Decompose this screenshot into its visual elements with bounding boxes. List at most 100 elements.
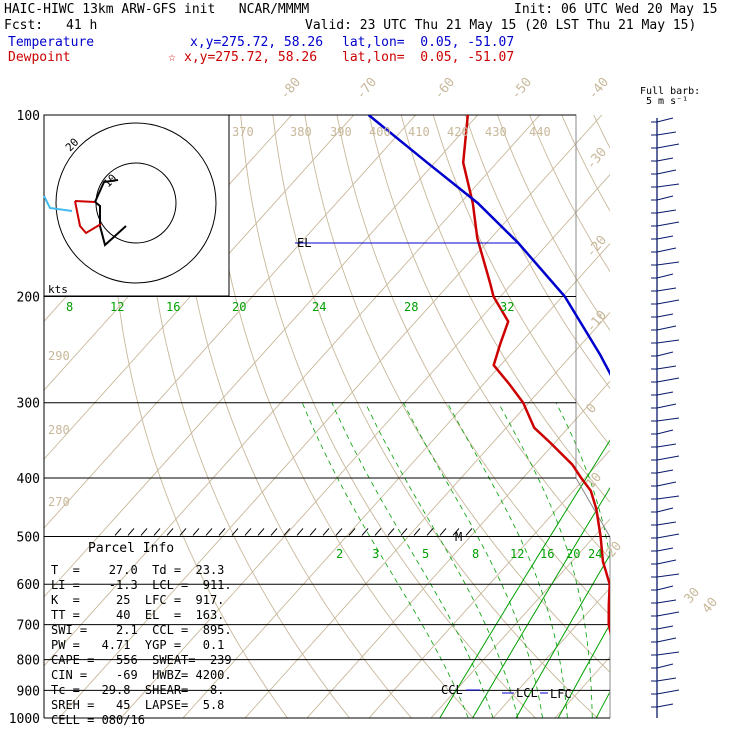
isotherm-line [182,242,610,718]
wind-barb-flag [656,495,680,500]
wind-barb-flag [656,417,680,422]
freezing-hatch [127,528,135,536]
isotherm-label: 30 [682,585,704,607]
hodograph-ring-outer [55,122,217,284]
pressure-label-700: 700 [17,619,40,634]
dewpoint-xy: x,y=275.72, 58.26 [184,50,318,65]
freezing-hatch [257,528,265,536]
wind-barb-flag [656,169,677,175]
wind-barb-flag [656,235,674,240]
wind-barb-flag [656,209,677,214]
freezing-hatch [426,528,434,536]
parcel-info-row: TT = 40 EL = 163. [51,608,225,622]
parcel-info-panel: T = 27.0 Td = 23.3 LI = -1.3 LCL = 911. K … [51,563,232,728]
isotherm-label: -50 [509,75,536,103]
wind-barb-flag [656,143,680,149]
wind-barb-flag [656,313,674,318]
parcel-info-row: Tc = 29.8 SHEAR= 8. [51,683,225,697]
wind-barb-flag [656,287,677,292]
wind-barb-flag [656,521,677,526]
pressure-label-500: 500 [17,530,40,545]
mixing-ratio-line [624,297,740,719]
el-label: EL [297,236,311,250]
wind-barb-flag [656,391,674,396]
wind-barb-flag [656,117,674,123]
theta-label: 290 [48,349,70,363]
freezing-hatch [153,528,161,536]
wind-barb-flag [656,663,674,669]
temperature-xy: x,y=275.72, 58.26 [190,35,324,50]
mixing-ratio-line [595,690,610,718]
mixing-ratio-label: 24 [312,300,326,314]
isotherm-line [44,115,355,460]
wind-barb-flag [656,131,677,136]
wind-barb-flag [656,261,680,266]
freezing-hatch [439,528,447,536]
parcel-info-row: CAPE = 556 SWEAT= 239 [51,653,232,667]
theta-label: 440 [529,125,551,139]
wind-barb-flag [656,377,680,383]
parcel-info-row: PW = 4.71 YGP = 0.1 [51,638,225,652]
hodograph-trace-mid [74,200,96,203]
pressure-label-100: 100 [17,109,40,124]
freezing-hatch [270,528,278,536]
wind-barb-flag [656,183,680,188]
theta-label: 270 [48,495,70,509]
dry-adiabat [561,115,610,212]
wind-barb-flag [656,637,677,643]
parcel-info-row: K = 25 LFC = 917. [51,593,225,607]
isotherm-label: -10 [584,308,611,336]
freezing-hatch [335,528,343,536]
dry-adiabat [464,115,610,389]
freezing-hatch [400,528,408,536]
wind-barb-flag [656,611,680,617]
mixing-ratio-line [681,297,740,719]
wind-barb-flag [656,299,680,305]
parcel-info-row: T = 27.0 Td = 23.3 [51,563,225,577]
moist-adiabat [364,402,519,718]
freezing-hatch [452,528,460,536]
wind-barb-flag [656,221,680,227]
dry-adiabat [336,115,610,616]
parcel-info-row: CELL = 080/16 [51,713,145,727]
freezing-hatch [413,528,421,536]
freezing-hatch [465,528,473,536]
init-time: Init: 06 UTC Wed 20 May 15 [514,2,718,17]
isotherm-line [430,518,610,718]
wind-barb-flag [656,273,674,279]
freezing-hatch [179,528,187,536]
isotherm-label: -60 [432,75,459,103]
pressure-label-1000: 1000 [9,712,40,727]
dry-adiabat [176,115,413,718]
wind-barb-flag [656,507,674,513]
parcel-info-row: SREH = 45 LAPSE= 5.8 [51,698,225,712]
isotherm-line [44,115,479,598]
freezing-hatch [166,528,174,536]
theta-label: 400 [369,125,391,139]
isotherm-label: -70 [354,75,381,103]
mixing-ratio-label: 20 [566,547,580,561]
ccl-label: CCL [441,683,463,697]
theta-label: 380 [290,125,312,139]
mixing-ratio-line [472,487,610,718]
wind-barb-flag [656,247,677,253]
dry-adiabat [208,115,475,718]
freezing-hatch [192,528,200,536]
freezing-hatch [387,528,395,536]
pressure-label-600: 600 [17,578,40,593]
pressure-label-200: 200 [17,291,40,306]
isotherm-line [606,87,740,730]
dry-adiabat [644,87,740,730]
mixing-ratio-line [557,623,610,718]
wind-barb-flag [656,689,680,695]
isotherm-label: -30 [584,145,611,173]
dry-adiabat [143,115,351,718]
mixing-ratio-label: 2 [336,547,343,561]
hodograph-trace-lower [94,201,127,247]
wind-barb-flag [656,429,674,435]
parcel-info-row: SWI = 2.1 CCL = 895. [51,623,232,637]
wind-barb-flag [656,325,677,331]
mixing-ratio-line [665,297,740,719]
isotherm-label: 10 [584,470,606,492]
